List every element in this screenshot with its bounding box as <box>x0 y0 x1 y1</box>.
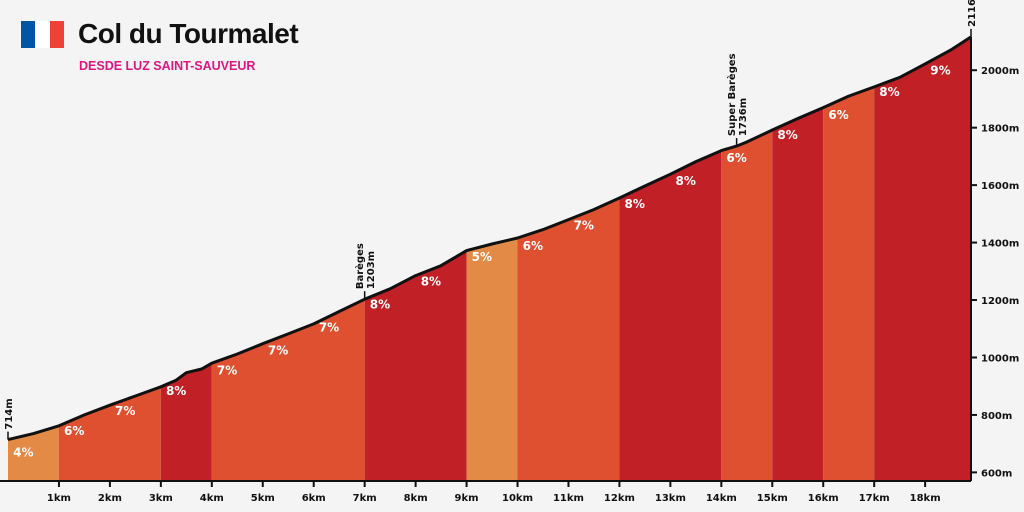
grade-segment-4 <box>211 36 365 481</box>
y-tick-label-3: 1000m <box>981 353 1019 364</box>
x-tick-label-18: 18km <box>910 493 941 504</box>
x-tick-label-16: 16km <box>808 493 839 504</box>
grade-labels: 4% 6% 7% 8% 7% 7% 7% 8% 8% 5% 6% 7% 8% 8% 6% 8% 6% 8% 9% <box>13 64 951 460</box>
grade-segment-5 <box>364 36 467 481</box>
grade-label-1: 4% <box>13 446 33 460</box>
page-title: Col du Tourmalet <box>78 18 299 49</box>
grade-label-10: 5% <box>472 250 492 264</box>
x-tick-label-13: 13km <box>655 493 686 504</box>
grade-label-2: 6% <box>64 424 84 438</box>
grade-segment-7 <box>517 36 620 481</box>
grade-segment-3 <box>160 36 212 481</box>
x-tick-label-5: 5km <box>251 493 275 504</box>
grade-label-8: 8% <box>370 298 390 312</box>
grade-segment-8 <box>619 36 722 481</box>
landmark-label-4-1: 2116m <box>967 0 978 27</box>
landmark-label-3-1: Super Barèges <box>726 53 738 136</box>
x-tick-label-6: 6km <box>302 493 326 504</box>
grade-segment-2 <box>58 36 161 481</box>
grade-segment-10 <box>772 36 824 481</box>
y-tick-label-4: 1200m <box>981 296 1019 307</box>
profile-line <box>7 35 972 442</box>
page-subtitle: DESDE LUZ SAINT-SAUVEUR <box>79 59 256 73</box>
grade-label-15: 6% <box>726 151 746 165</box>
grade-label-4: 8% <box>166 384 186 398</box>
landmarks: 714m Barèges 1203m Super Barèges 1736m 2116m <box>4 0 978 440</box>
grade-label-9: 8% <box>421 275 441 289</box>
x-tick-label-4: 4km <box>200 493 224 504</box>
y-tick-label-5: 1400m <box>981 239 1019 250</box>
grade-label-14: 8% <box>675 174 695 188</box>
grade-label-6: 7% <box>268 344 288 358</box>
flag-stripe-white <box>35 21 50 48</box>
y-tick-label-6: 1600m <box>981 181 1019 192</box>
x-tick-label-2: 2km <box>98 493 122 504</box>
flag-stripe-red <box>49 21 64 48</box>
grade-label-3: 7% <box>115 404 135 418</box>
grade-label-11: 6% <box>523 239 543 253</box>
x-tick-label-12: 12km <box>604 493 635 504</box>
y-tick-label-1: 600m <box>981 468 1012 479</box>
france-flag-icon <box>21 21 64 48</box>
grade-segment-1 <box>8 36 59 481</box>
grade-label-13: 8% <box>625 197 645 211</box>
x-tick-label-3: 3km <box>149 493 173 504</box>
x-tick-label-8: 8km <box>404 493 428 504</box>
landmark-label-1-1: 714m <box>4 398 15 429</box>
x-tick-label-10: 10km <box>502 493 533 504</box>
x-tick-label-17: 17km <box>859 493 890 504</box>
grade-label-5: 7% <box>217 364 237 378</box>
x-tick-label-11: 11km <box>553 493 584 504</box>
grade-segment-12 <box>874 36 971 481</box>
x-tick-label-14: 14km <box>706 493 737 504</box>
x-tick-label-9: 9km <box>455 493 479 504</box>
grade-label-18: 8% <box>879 85 899 99</box>
x-tick-label-15: 15km <box>757 493 788 504</box>
landmark-label-2-1: Barèges <box>354 243 366 289</box>
grade-label-16: 8% <box>777 128 797 142</box>
grade-label-19: 9% <box>930 64 950 78</box>
axes: 1km 2km 3km 4km 5km 6km 7km 8km 9km 10km 11km 12km 1… <box>0 36 1019 504</box>
y-tick-label-8: 2000m <box>981 66 1019 77</box>
landmark-label-3-2: 1736m <box>738 98 749 136</box>
y-tick-label-7: 1800m <box>981 124 1019 135</box>
grade-label-12: 7% <box>574 219 594 233</box>
x-tick-label-7: 7km <box>353 493 377 504</box>
profile-line-group <box>7 35 972 442</box>
landmark-label-2-2: 1203m <box>366 251 377 289</box>
flag-stripe-blue <box>21 21 36 48</box>
grade-label-17: 6% <box>828 108 848 122</box>
grade-segment-11 <box>823 36 875 481</box>
x-tick-label-1: 1km <box>47 493 71 504</box>
grade-label-7: 7% <box>319 321 339 335</box>
y-tick-label-2: 800m <box>981 411 1012 422</box>
